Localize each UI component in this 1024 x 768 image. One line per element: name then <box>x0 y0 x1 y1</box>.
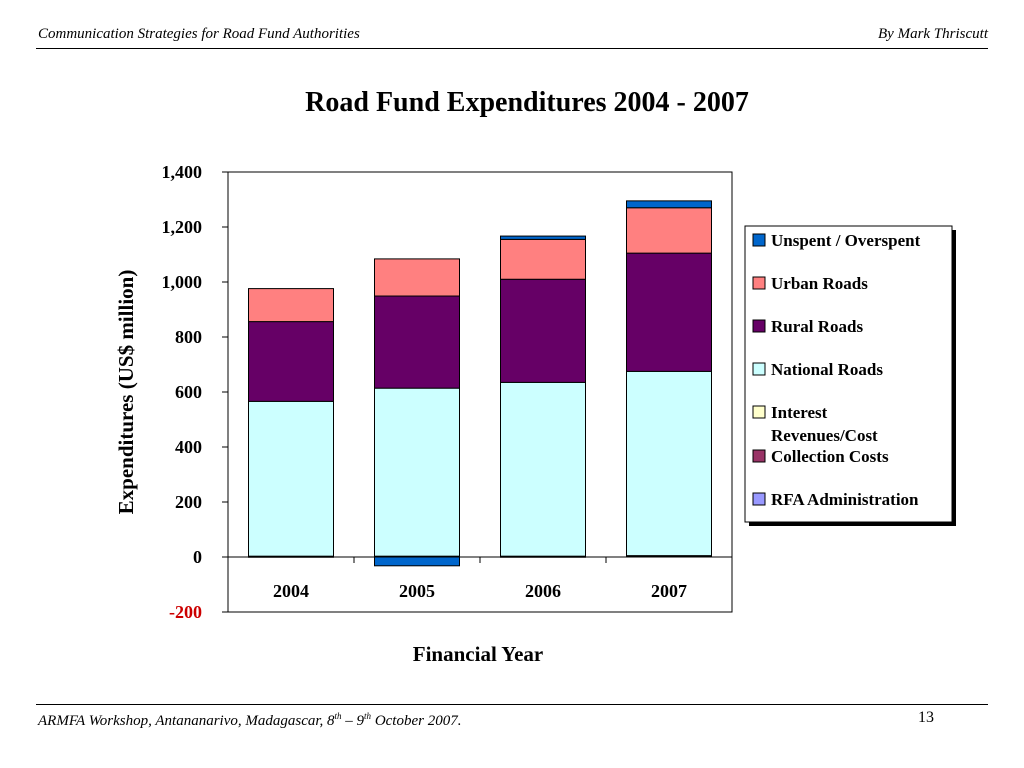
bar-segment-unspent-overspent-2007 <box>626 200 712 209</box>
bar-segment-rural-roads-2005 <box>374 295 460 389</box>
bar-segment-rural-roads-2004 <box>248 321 334 402</box>
legend-label: Interest Revenues/Cost <box>771 403 878 445</box>
legend-label: Rural Roads <box>771 317 863 336</box>
x-tick-label: 2006 <box>525 581 561 601</box>
chart-title: Road Fund Expenditures 2004 - 2007 <box>305 87 749 118</box>
bar-segment-national-roads-2007 <box>626 370 712 557</box>
header-author: By Mark Thriscutt <box>878 26 988 42</box>
bar-segment-national-roads-2005 <box>374 387 460 557</box>
legend-swatch <box>752 405 766 419</box>
y-tick-label: 1,400 <box>162 162 203 182</box>
footer-event-text: ARMFA Workshop, Antananarivo, Madagascar… <box>38 711 462 729</box>
y-tick-label: 1,200 <box>162 217 203 237</box>
bar-segment-national-roads-2006 <box>500 381 586 557</box>
legend-box <box>744 225 953 523</box>
legend-label: National Roads <box>771 360 883 379</box>
bar-segment-urban-roads-2004 <box>248 288 334 323</box>
legend-swatch <box>752 492 766 506</box>
bar-segment-unspent-overspent-2006 <box>500 235 586 240</box>
legend-label: Unspent / Overspent <box>771 231 921 250</box>
legend-label: Urban Roads <box>771 274 868 293</box>
bar-segment-rural-roads-2007 <box>626 252 712 372</box>
bar-segment-rural-roads-2006 <box>500 278 586 383</box>
x-tick-label: 2007 <box>651 581 687 601</box>
y-tick-label: 400 <box>175 437 202 457</box>
legend-label: RFA Administration <box>771 490 919 509</box>
x-axis-title: Financial Year <box>413 642 543 666</box>
y-tick-label: 600 <box>175 382 202 402</box>
bar-segment-urban-roads-2005 <box>374 258 460 297</box>
bar-segment-urban-roads-2006 <box>500 238 586 280</box>
bar-segment-urban-roads-2007 <box>626 207 712 254</box>
footer-divider <box>36 704 988 705</box>
legend-swatch <box>752 362 766 376</box>
y-tick-label: 1,000 <box>162 272 203 292</box>
bar-segment-national-roads-2004 <box>248 400 334 557</box>
y-tick-label: 800 <box>175 327 202 347</box>
slide-number: 13 <box>918 709 934 726</box>
bar-segment-unspent-overspent-2005 <box>374 556 460 567</box>
y-tick-label: 200 <box>175 492 202 512</box>
header-divider <box>36 48 988 49</box>
x-tick-label: 2004 <box>273 581 309 601</box>
y-axis-title: Expenditures (US$ million) <box>114 270 138 515</box>
legend-swatch <box>752 276 766 290</box>
header-presentation-title: Communication Strategies for Road Fund A… <box>38 26 360 42</box>
x-tick-label: 2005 <box>399 581 435 601</box>
legend-swatch <box>752 319 766 333</box>
legend-swatch <box>752 233 766 247</box>
y-tick-label: 0 <box>193 547 202 567</box>
legend-swatch <box>752 449 766 463</box>
y-tick-label: -200 <box>169 602 202 622</box>
legend-label: Collection Costs <box>771 447 889 466</box>
